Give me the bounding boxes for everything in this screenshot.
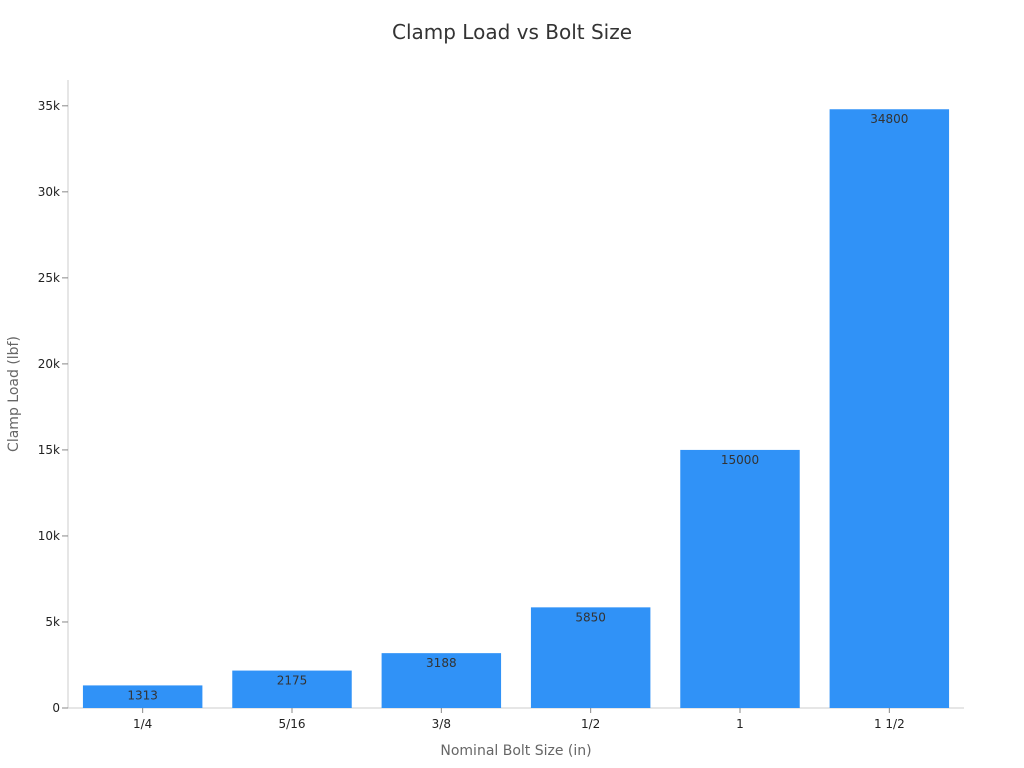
bars	[82, 109, 950, 708]
x-tick-label: 1/4	[133, 717, 152, 731]
bar-value-label: 5850	[575, 610, 606, 624]
x-tick-label: 1	[736, 717, 744, 731]
bar	[82, 685, 203, 708]
bar	[381, 653, 502, 708]
y-tick-label: 0	[52, 701, 60, 715]
bar	[232, 670, 352, 708]
x-tick-label: 3/8	[432, 717, 451, 731]
y-tick-label: 5k	[45, 615, 60, 629]
y-axis-title: Clamp Load (lbf)	[6, 336, 22, 452]
y-tick-label: 15k	[38, 443, 60, 457]
x-tick-label: 1 1/2	[874, 717, 905, 731]
y-tick-label: 30k	[38, 185, 60, 199]
bar-value-label: 1313	[127, 688, 158, 702]
x-tick-label: 5/16	[279, 717, 306, 731]
chart-title: Clamp Load vs Bolt Size	[391, 20, 633, 44]
axes: 0 5k 10k 15k 20k 25k 30k 35k 1/4 5/16 3/8 1/2 1 1 1/2	[38, 80, 964, 731]
x-axis-title: Nominal Bolt Size (in)	[440, 743, 591, 759]
y-tick-label: 20k	[38, 357, 60, 371]
bar	[530, 607, 651, 708]
bar-value-label: 2175	[277, 674, 308, 688]
bar-value-label: 3188	[426, 656, 457, 670]
y-tick-label: 10k	[38, 529, 60, 543]
bar-value-label: 15000	[721, 453, 759, 467]
bar	[680, 449, 800, 708]
bar	[829, 109, 950, 708]
x-tick-label: 1/2	[581, 717, 600, 731]
bar-value-label: 34800	[870, 112, 908, 126]
y-tick-label: 35k	[38, 99, 60, 113]
y-tick-label: 25k	[38, 271, 60, 285]
data-labels: 1313 2175 3188 5850 15000 34800	[127, 112, 908, 702]
